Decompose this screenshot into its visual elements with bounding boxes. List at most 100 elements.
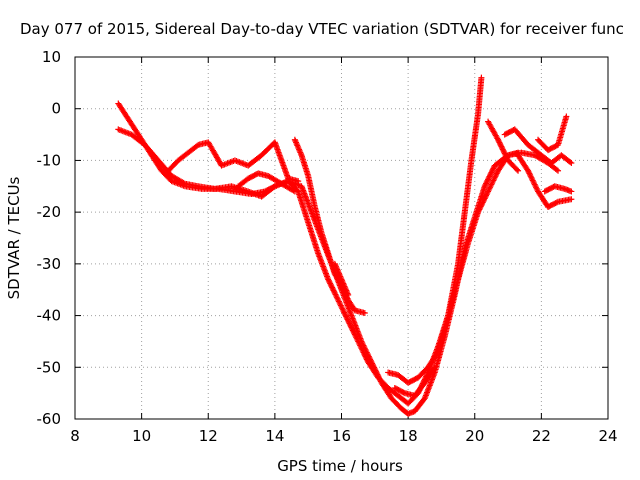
data-point bbox=[483, 179, 490, 186]
data-point bbox=[335, 298, 342, 305]
data-point bbox=[487, 182, 494, 189]
y-tick-label: 10 bbox=[42, 48, 61, 66]
data-point bbox=[349, 326, 356, 333]
data-point bbox=[328, 283, 335, 290]
data-point bbox=[337, 301, 344, 308]
data-point bbox=[482, 193, 489, 200]
data-point bbox=[345, 317, 352, 324]
data-point bbox=[360, 349, 367, 356]
data-point bbox=[339, 305, 346, 312]
data-point bbox=[497, 140, 504, 147]
data-point bbox=[475, 207, 482, 214]
data-point bbox=[528, 174, 535, 181]
x-tick-label: 12 bbox=[199, 427, 218, 445]
data-point bbox=[501, 150, 508, 157]
data-point bbox=[334, 295, 341, 302]
data-point bbox=[478, 202, 485, 209]
data-point bbox=[483, 180, 490, 187]
data-point bbox=[351, 330, 358, 337]
data-point bbox=[482, 181, 489, 188]
data-point bbox=[325, 276, 332, 283]
data-point bbox=[489, 178, 496, 185]
data-point bbox=[496, 139, 503, 146]
y-tick-label: -30 bbox=[37, 255, 62, 273]
data-point bbox=[487, 172, 494, 179]
data-point bbox=[477, 203, 484, 210]
data-point bbox=[486, 173, 493, 180]
data-point bbox=[347, 321, 354, 328]
data-point bbox=[349, 327, 356, 334]
data-point bbox=[479, 200, 486, 207]
y-tick-label: -60 bbox=[37, 410, 62, 428]
data-point bbox=[355, 338, 362, 345]
data-point bbox=[355, 339, 362, 346]
data-point bbox=[568, 188, 575, 195]
data-point bbox=[476, 206, 483, 213]
series-track-10 bbox=[501, 126, 575, 167]
data-point bbox=[180, 179, 187, 186]
data-point bbox=[499, 146, 506, 153]
data-point bbox=[353, 334, 360, 341]
y-tick-label: -10 bbox=[37, 151, 62, 169]
data-point bbox=[475, 209, 482, 216]
data-point bbox=[339, 306, 346, 313]
data-point bbox=[345, 319, 352, 326]
data-point bbox=[489, 168, 496, 175]
data-point bbox=[341, 309, 348, 316]
data-point bbox=[295, 178, 302, 185]
y-tick-label: -40 bbox=[37, 307, 62, 325]
data-point bbox=[529, 177, 536, 184]
data-point bbox=[478, 74, 485, 81]
data-points bbox=[115, 74, 575, 417]
data-point bbox=[484, 189, 491, 196]
series-track-1 bbox=[115, 100, 562, 417]
data-point bbox=[490, 177, 497, 184]
data-point bbox=[348, 324, 355, 331]
data-point bbox=[492, 173, 499, 180]
data-point bbox=[491, 176, 498, 183]
data-point bbox=[361, 309, 368, 316]
x-tick-label: 20 bbox=[465, 427, 484, 445]
data-point bbox=[497, 142, 504, 149]
data-point bbox=[327, 281, 334, 288]
data-point bbox=[330, 287, 337, 294]
data-point bbox=[325, 277, 332, 284]
data-point bbox=[525, 167, 532, 174]
data-point bbox=[485, 175, 492, 182]
data-point bbox=[358, 345, 365, 352]
series-track-3 bbox=[165, 139, 302, 185]
data-point bbox=[361, 350, 368, 357]
data-point bbox=[568, 196, 575, 203]
y-axis-label: SDTVAR / TECUs bbox=[5, 176, 23, 299]
data-point bbox=[291, 188, 298, 195]
data-point bbox=[331, 288, 338, 295]
data-point bbox=[481, 196, 488, 203]
data-point bbox=[357, 343, 364, 350]
data-point bbox=[488, 181, 495, 188]
data-point bbox=[430, 365, 437, 372]
data-point bbox=[530, 178, 537, 185]
data-point bbox=[341, 310, 348, 317]
data-point bbox=[480, 198, 487, 205]
data-point bbox=[333, 294, 340, 301]
data-point bbox=[487, 170, 494, 177]
data-point bbox=[489, 180, 496, 187]
data-point bbox=[361, 352, 368, 359]
data-point bbox=[487, 184, 494, 191]
data-point bbox=[359, 348, 366, 355]
data-point bbox=[526, 170, 533, 177]
data-point bbox=[343, 314, 350, 321]
data-point bbox=[338, 303, 345, 310]
data-point bbox=[290, 187, 297, 194]
data-point bbox=[491, 174, 498, 181]
series-track-9 bbox=[485, 118, 522, 174]
data-point bbox=[359, 346, 366, 353]
data-point bbox=[500, 147, 507, 154]
data-point bbox=[501, 149, 508, 156]
data-point bbox=[499, 145, 506, 152]
data-point bbox=[351, 331, 358, 338]
data-point bbox=[352, 332, 359, 339]
data-point bbox=[481, 195, 488, 202]
data-point bbox=[332, 291, 339, 298]
data-point bbox=[333, 292, 340, 299]
